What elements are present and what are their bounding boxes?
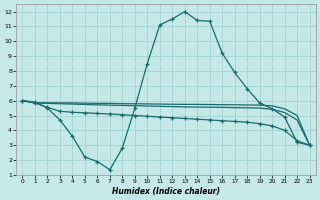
X-axis label: Humidex (Indice chaleur): Humidex (Indice chaleur): [112, 187, 220, 196]
